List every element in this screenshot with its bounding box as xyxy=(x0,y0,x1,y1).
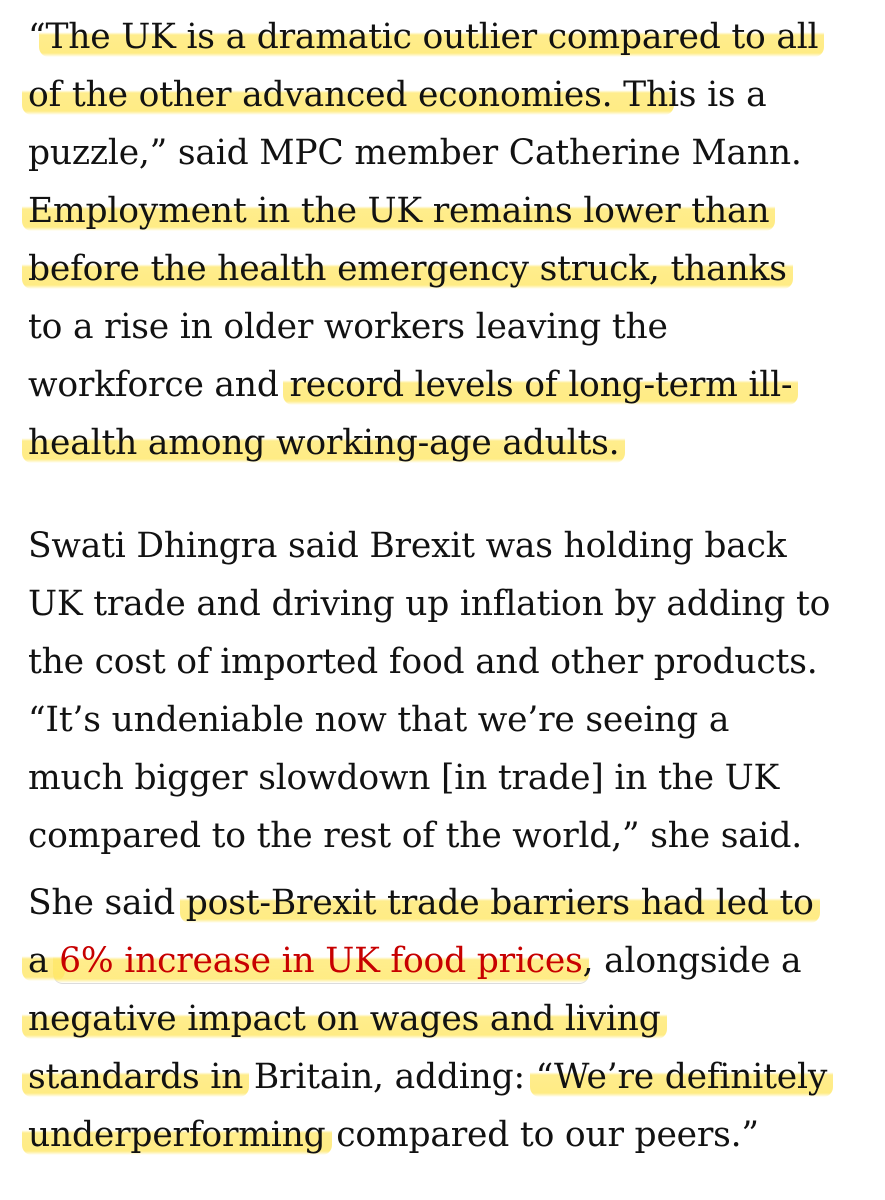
text-segment: compared to our peers.” xyxy=(325,1115,759,1155)
text-line: “It’s undeniable now that we’re seeing a xyxy=(28,691,729,749)
highlighted-text: of the other advanced economies. Th xyxy=(22,75,674,115)
text-line: Employment in the UK remains lower than xyxy=(22,182,776,240)
text-line: standards in Britain, adding: “We’re def… xyxy=(22,1048,834,1106)
text-line: to a rise in older workers leaving the xyxy=(28,298,668,356)
text-line: before the health emergency struck, than… xyxy=(22,240,793,298)
text-segment: is is a xyxy=(667,75,767,115)
text-line: underperforming compared to our peers.” xyxy=(22,1106,759,1164)
highlighted-text: underperforming xyxy=(22,1115,332,1155)
text-segment: UK trade and driving up inflation by add… xyxy=(28,584,831,624)
text-line: a 6% increase in UK food prices, alongsi… xyxy=(22,932,802,990)
text-line: health among working-age adults. xyxy=(22,414,626,472)
text-segment: “It’s undeniable now that we’re seeing a xyxy=(28,700,730,740)
highlighted-text: record levels of long-term ill- xyxy=(283,365,799,405)
highlighted-text: negative impact on wages and living xyxy=(22,999,667,1039)
text-line: puzzle,” said MPC member Catherine Mann. xyxy=(28,124,802,182)
text-line: much bigger slowdown [in trade] in the U… xyxy=(28,749,779,807)
text-segment: She said xyxy=(28,883,186,923)
text-segment: to a rise in older workers leaving the xyxy=(28,307,668,347)
text-line: negative impact on wages and living xyxy=(22,990,667,1048)
text-line: of the other advanced economies. This is… xyxy=(22,66,767,124)
highlighted-text: The UK is a dramatic outlier compared to… xyxy=(39,17,825,57)
text-segment: workforce and xyxy=(28,365,290,405)
text-segment: Britain, adding: xyxy=(243,1057,536,1097)
text-segment: compared to the rest of the world,” she … xyxy=(28,816,803,856)
text-line: workforce and record levels of long-term… xyxy=(28,356,799,414)
text-line: Swati Dhingra said Brexit was holding ba… xyxy=(28,517,787,575)
highlighted-text: health among working-age adults. xyxy=(22,423,626,463)
text-line: She said post-Brexit trade barriers had … xyxy=(28,874,820,932)
highlighted-text: post-Brexit trade barriers had led to xyxy=(179,883,820,923)
text-segment: puzzle,” said MPC member Catherine Mann. xyxy=(28,133,802,173)
text-line: compared to the rest of the world,” she … xyxy=(28,807,802,865)
text-segment: much bigger slowdown [in trade] in the U… xyxy=(28,758,780,798)
text-line: UK trade and driving up inflation by add… xyxy=(28,575,830,633)
highlighted-text: “We’re definitely xyxy=(529,1057,834,1097)
text-segment: Swati Dhingra said Brexit was holding ba… xyxy=(28,526,787,566)
text-line: the cost of imported food and other prod… xyxy=(28,633,818,691)
text-line: “The UK is a dramatic outlier compared t… xyxy=(28,8,825,66)
text-segment: , alongside a xyxy=(582,941,802,981)
highlighted-text: standards in xyxy=(22,1057,250,1097)
highlighted-text: before the health emergency struck, than… xyxy=(22,249,793,289)
highlighted-text: Employment in the UK remains lower than xyxy=(22,191,776,231)
text-segment: the cost of imported food and other prod… xyxy=(28,642,818,682)
food-prices-link[interactable]: 6% increase in UK food prices xyxy=(53,941,589,984)
